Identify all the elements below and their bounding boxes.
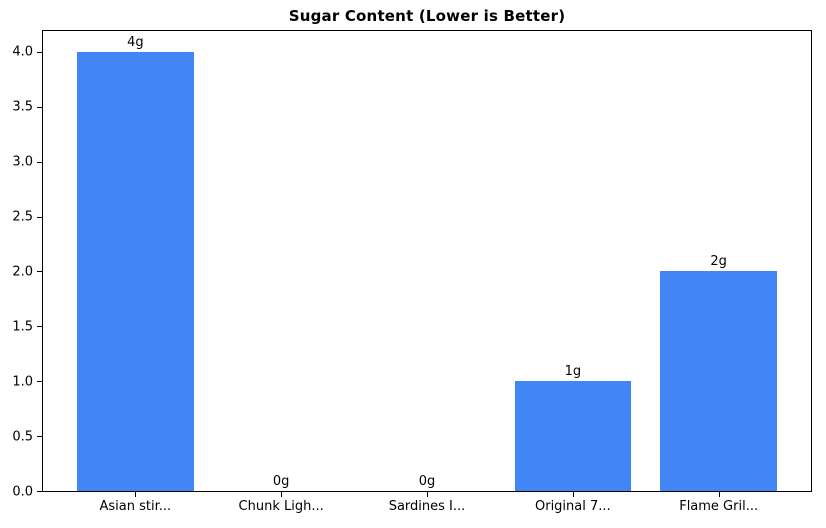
bar-value-label: 4g — [127, 34, 144, 50]
x-axis-tick — [718, 492, 720, 497]
x-axis-tick-label: Original 7... — [534, 499, 611, 514]
y-axis-tick — [37, 326, 42, 328]
y-axis-tick — [37, 106, 42, 108]
x-axis-tick — [427, 492, 428, 497]
chart-title: Sugar Content (Lower is Better) — [288, 7, 566, 25]
x-axis-tick-label: Asian stir... — [99, 499, 172, 514]
y-axis-tick-label: 1.5 — [12, 319, 33, 335]
x-axis-tick — [281, 492, 283, 497]
y-axis-tick-label: 0.0 — [12, 484, 33, 499]
y-axis-tick — [37, 216, 42, 218]
y-axis-tick-label: 1.0 — [12, 374, 33, 390]
y-axis-tick — [37, 161, 42, 163]
bar — [77, 51, 194, 491]
y-axis-tick-label: 3.0 — [12, 154, 33, 170]
bar — [514, 381, 632, 491]
bar-value-label: 1g — [564, 364, 582, 380]
y-axis-tick-label: 2.5 — [12, 209, 33, 225]
bar — [660, 271, 777, 491]
y-axis-tick-label: 2.0 — [12, 264, 33, 280]
x-axis-tick — [572, 492, 574, 497]
y-axis-tick-label: 0.5 — [12, 429, 33, 445]
y-axis-tick-label: 3.5 — [12, 99, 33, 115]
x-axis-tick-label: Flame Gril... — [679, 499, 759, 514]
x-axis-tick-label: Chunk Ligh... — [238, 499, 324, 514]
y-axis-tick — [37, 51, 42, 53]
y-axis-tick — [37, 491, 42, 492]
x-axis-tick — [135, 492, 137, 497]
y-axis-tick — [37, 381, 42, 383]
bar-value-label: 2g — [710, 254, 727, 270]
x-axis-tick-label: Sardines I... — [388, 499, 466, 514]
bar-value-label: 0g — [272, 474, 290, 489]
bar-value-label: 0g — [418, 474, 436, 489]
y-axis-tick — [37, 271, 42, 273]
y-axis-tick-label: 4.0 — [12, 44, 33, 60]
y-axis-tick — [37, 436, 42, 438]
